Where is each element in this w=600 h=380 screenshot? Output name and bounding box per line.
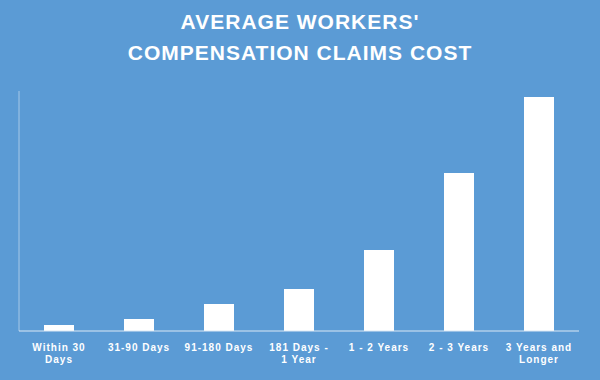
svg-text:181 Days -1 Year: 181 Days -1 Year <box>269 342 328 365</box>
svg-text:91-180 Days: 91-180 Days <box>185 342 254 353</box>
html-text:AVERAGE WORKERS' COMPENSATION: AVERAGE WORKERS' COMPENSATION CLAIMS COS… <box>127 10 473 64</box>
svg-text:31-90 Days: 31-90 Days <box>108 342 170 353</box>
svg-text:2 - 3 Years: 2 - 3 Years <box>429 342 489 353</box>
svg-text:Within 30Days: Within 30Days <box>32 342 85 365</box>
svg-text:1 - 2 Years: 1 - 2 Years <box>349 342 409 353</box>
svg-text:3 Years andLonger: 3 Years andLonger <box>506 342 572 365</box>
